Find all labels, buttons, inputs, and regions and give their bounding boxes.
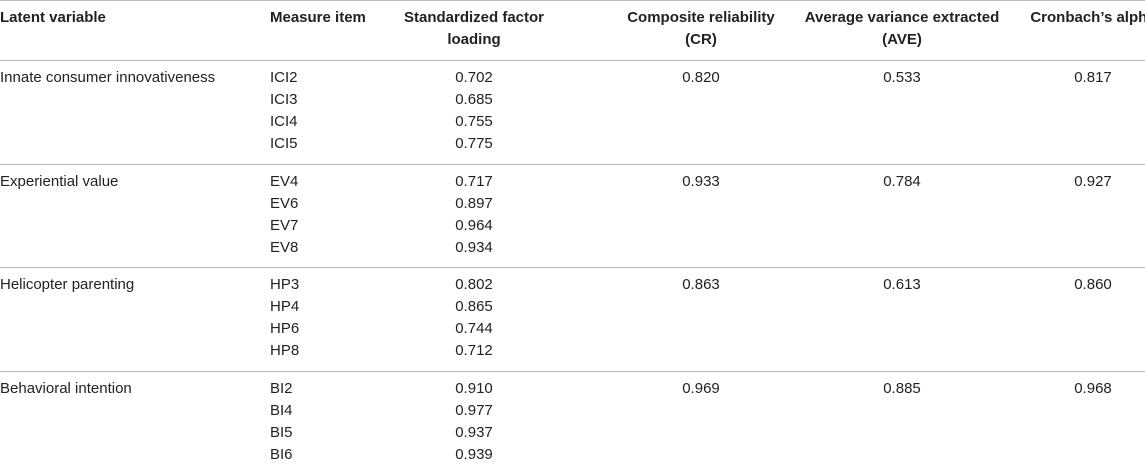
factor-loading: 0.939 xyxy=(455,445,493,463)
measure-item: BI5 xyxy=(270,423,293,441)
measure-item: HP4 xyxy=(270,298,300,315)
measure-item: BI2 xyxy=(270,379,293,397)
header-cell: Average variance extracted (AVE) xyxy=(804,9,1000,48)
ave: 0.613 xyxy=(883,276,921,293)
top-rule xyxy=(0,0,1145,1)
header-cell: Cronbach’s alpha xyxy=(1030,9,1145,26)
factor-loading: 0.865 xyxy=(455,298,493,315)
factor-loading: 0.964 xyxy=(455,216,493,234)
header-rule xyxy=(0,60,1145,61)
group-rule xyxy=(0,371,1145,372)
header-cell: Standardized factor loading xyxy=(403,9,545,48)
cronbach-alpha: 0.817 xyxy=(1074,69,1112,86)
measure-item: HP3 xyxy=(270,276,300,293)
factor-loading: 0.910 xyxy=(455,379,493,397)
header-cell: Composite reliability (CR) xyxy=(627,9,775,48)
latent-variable: Experiential value xyxy=(0,172,119,190)
measure-item: EV6 xyxy=(270,194,299,212)
measure-item: EV4 xyxy=(270,172,299,190)
composite-reliability: 0.863 xyxy=(682,276,720,293)
factor-loading: 0.897 xyxy=(455,194,493,212)
composite-reliability: 0.969 xyxy=(682,379,720,397)
measure-item: EV8 xyxy=(270,238,299,256)
factor-loading: 0.937 xyxy=(455,423,493,441)
measure-item: HP6 xyxy=(270,320,300,337)
ave: 0.533 xyxy=(883,69,921,86)
group-rule xyxy=(0,164,1145,165)
measure-item: BI4 xyxy=(270,401,293,419)
composite-reliability: 0.933 xyxy=(682,172,720,190)
cronbach-alpha: 0.927 xyxy=(1074,172,1112,190)
composite-reliability: 0.820 xyxy=(682,69,720,86)
measure-item: ICI2 xyxy=(270,69,298,86)
group-rule xyxy=(0,267,1145,268)
cronbach-alpha: 0.968 xyxy=(1074,379,1112,397)
factor-loading: 0.702 xyxy=(455,69,493,86)
factor-loading: 0.977 xyxy=(455,401,493,419)
factor-loading: 0.755 xyxy=(455,113,493,130)
factor-loading: 0.744 xyxy=(455,320,493,337)
header-cell: Measure item xyxy=(270,9,366,26)
latent-variable: Behavioral intention xyxy=(0,379,132,397)
factor-loading: 0.802 xyxy=(455,276,493,293)
factor-loading: 0.717 xyxy=(455,172,493,190)
measure-item: ICI3 xyxy=(270,91,298,108)
measure-item: EV7 xyxy=(270,216,299,234)
factor-loading: 0.685 xyxy=(455,91,493,108)
latent-variable: Helicopter parenting xyxy=(0,276,135,293)
factor-loading: 0.934 xyxy=(455,238,493,256)
measure-item: ICI5 xyxy=(270,135,298,152)
header-cell: Latent variable xyxy=(0,9,106,26)
ave: 0.784 xyxy=(883,172,921,190)
measure-item: HP8 xyxy=(270,342,300,359)
factor-loading: 0.712 xyxy=(455,342,493,359)
factor-loading: 0.775 xyxy=(455,135,493,152)
measure-item: ICI4 xyxy=(270,113,298,130)
measure-item: BI6 xyxy=(270,445,293,463)
latent-variable: Innate consumer innovativeness xyxy=(0,69,216,86)
ave: 0.885 xyxy=(883,379,921,397)
cronbach-alpha: 0.860 xyxy=(1074,276,1112,293)
